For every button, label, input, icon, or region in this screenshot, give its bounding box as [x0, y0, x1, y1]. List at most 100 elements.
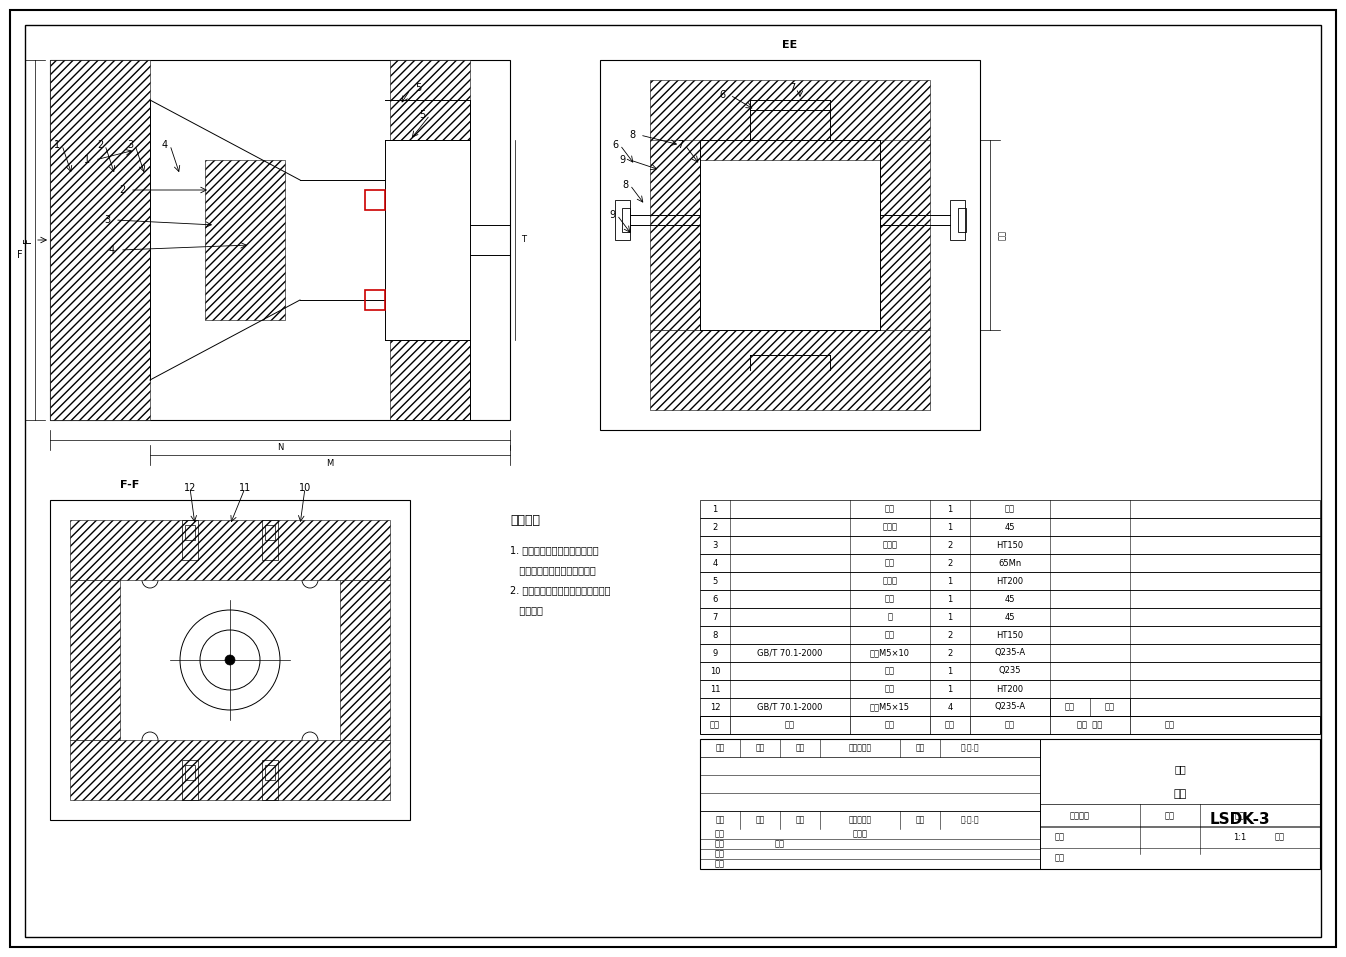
Bar — [700, 572, 1320, 590]
Text: 2: 2 — [948, 631, 953, 639]
Text: GB/T 70.1-2000: GB/T 70.1-2000 — [758, 702, 822, 711]
Text: T: T — [521, 235, 526, 244]
Bar — [390, 340, 470, 420]
Text: 2: 2 — [948, 649, 953, 657]
Text: 5: 5 — [419, 110, 425, 120]
Circle shape — [225, 655, 236, 665]
Text: 9: 9 — [619, 155, 625, 165]
Text: 1: 1 — [948, 684, 953, 694]
Bar — [700, 626, 1320, 644]
Text: 材料: 材料 — [1005, 721, 1015, 729]
Bar — [700, 554, 1320, 572]
Bar — [700, 608, 1320, 626]
Bar — [265, 525, 275, 540]
Text: 12: 12 — [184, 483, 197, 493]
Text: LSDK-3: LSDK-3 — [1210, 812, 1271, 827]
Text: 垫片: 垫片 — [886, 666, 895, 676]
Text: 刀盘: 刀盘 — [1174, 789, 1187, 799]
Text: 更改文件号: 更改文件号 — [848, 815, 872, 825]
Text: 8: 8 — [629, 130, 635, 140]
Text: F: F — [23, 237, 34, 243]
Text: 标记: 标记 — [715, 744, 724, 752]
Text: 数量: 数量 — [945, 721, 956, 729]
Text: 4: 4 — [109, 245, 114, 255]
Text: 审核: 审核 — [715, 850, 725, 858]
Text: 数量: 数量 — [755, 815, 765, 825]
Text: 3: 3 — [712, 541, 717, 549]
Text: 签名: 签名 — [915, 744, 925, 752]
Text: 7: 7 — [712, 612, 717, 621]
Bar — [700, 662, 1320, 680]
Bar — [615, 200, 630, 240]
Text: 铸铁: 铸铁 — [1005, 504, 1015, 514]
Text: 8: 8 — [712, 631, 717, 639]
Text: 序号: 序号 — [709, 721, 720, 729]
Text: 6: 6 — [712, 594, 717, 604]
Text: M: M — [326, 458, 334, 468]
Bar — [70, 580, 120, 740]
Text: 2: 2 — [97, 140, 104, 150]
Text: 设计: 设计 — [715, 830, 725, 838]
Text: 2: 2 — [118, 185, 125, 195]
Text: 1:1: 1:1 — [1233, 834, 1246, 842]
Text: 3: 3 — [104, 215, 110, 225]
Text: 1: 1 — [948, 504, 953, 514]
Text: 1: 1 — [712, 504, 717, 514]
Text: 重量: 重量 — [1166, 812, 1175, 820]
Text: 2: 2 — [712, 523, 717, 531]
Text: 轴座: 轴座 — [886, 594, 895, 604]
Bar — [950, 200, 965, 240]
Text: 3: 3 — [127, 140, 133, 150]
Text: 螺钉M5×15: 螺钉M5×15 — [870, 702, 910, 711]
Text: 名称: 名称 — [886, 721, 895, 729]
Bar — [700, 698, 1320, 716]
Text: 4: 4 — [712, 559, 717, 568]
Bar — [600, 60, 980, 430]
Text: 4: 4 — [162, 140, 168, 150]
Bar — [700, 536, 1320, 554]
Text: 1: 1 — [54, 140, 61, 150]
Text: 年.月.日: 年.月.日 — [961, 815, 980, 825]
Text: 数量: 数量 — [755, 744, 765, 752]
Bar — [262, 520, 279, 560]
Bar — [390, 60, 470, 140]
Text: 备注: 备注 — [1166, 721, 1175, 729]
Text: 更改文件号: 更改文件号 — [848, 744, 872, 752]
Text: 棱、毛棱、交棱务不干净光。: 棱、毛棱、交棱务不干净光。 — [510, 565, 596, 575]
Text: 1: 1 — [948, 576, 953, 586]
Text: 图样: 图样 — [1174, 764, 1186, 774]
Bar — [958, 208, 966, 232]
Text: 1: 1 — [83, 155, 90, 165]
Text: 1: 1 — [948, 594, 953, 604]
Bar — [70, 740, 390, 800]
Text: 签名: 签名 — [915, 815, 925, 825]
Bar — [262, 760, 279, 800]
Bar — [700, 716, 1320, 734]
Text: 年.月.日: 年.月.日 — [961, 744, 980, 752]
Text: N: N — [277, 443, 283, 453]
Text: 单重: 单重 — [1065, 702, 1075, 711]
Text: 批准: 批准 — [1275, 833, 1285, 841]
Text: 6: 6 — [612, 140, 618, 150]
Text: 批准: 批准 — [775, 839, 785, 849]
Text: 制图: 制图 — [715, 839, 725, 849]
Bar — [50, 60, 149, 420]
Bar — [1050, 698, 1131, 716]
Text: Q235-A: Q235-A — [995, 702, 1026, 711]
Text: 比例: 比例 — [1236, 812, 1245, 820]
Text: 45: 45 — [1004, 612, 1015, 621]
Text: 衬套: 衬套 — [886, 631, 895, 639]
Text: F-F: F-F — [120, 480, 140, 490]
Text: 9: 9 — [712, 649, 717, 657]
Text: 5: 5 — [415, 83, 421, 93]
Text: 刀具: 刀具 — [886, 504, 895, 514]
Text: 轴: 轴 — [887, 612, 892, 621]
Text: 10: 10 — [709, 666, 720, 676]
Text: Q235-A: Q235-A — [995, 649, 1026, 657]
Bar — [365, 190, 385, 210]
Bar — [700, 518, 1320, 536]
Text: 11: 11 — [238, 483, 252, 493]
Text: 9: 9 — [608, 210, 615, 220]
Text: 图样标记: 图样标记 — [1070, 812, 1090, 820]
Text: HT150: HT150 — [996, 541, 1023, 549]
